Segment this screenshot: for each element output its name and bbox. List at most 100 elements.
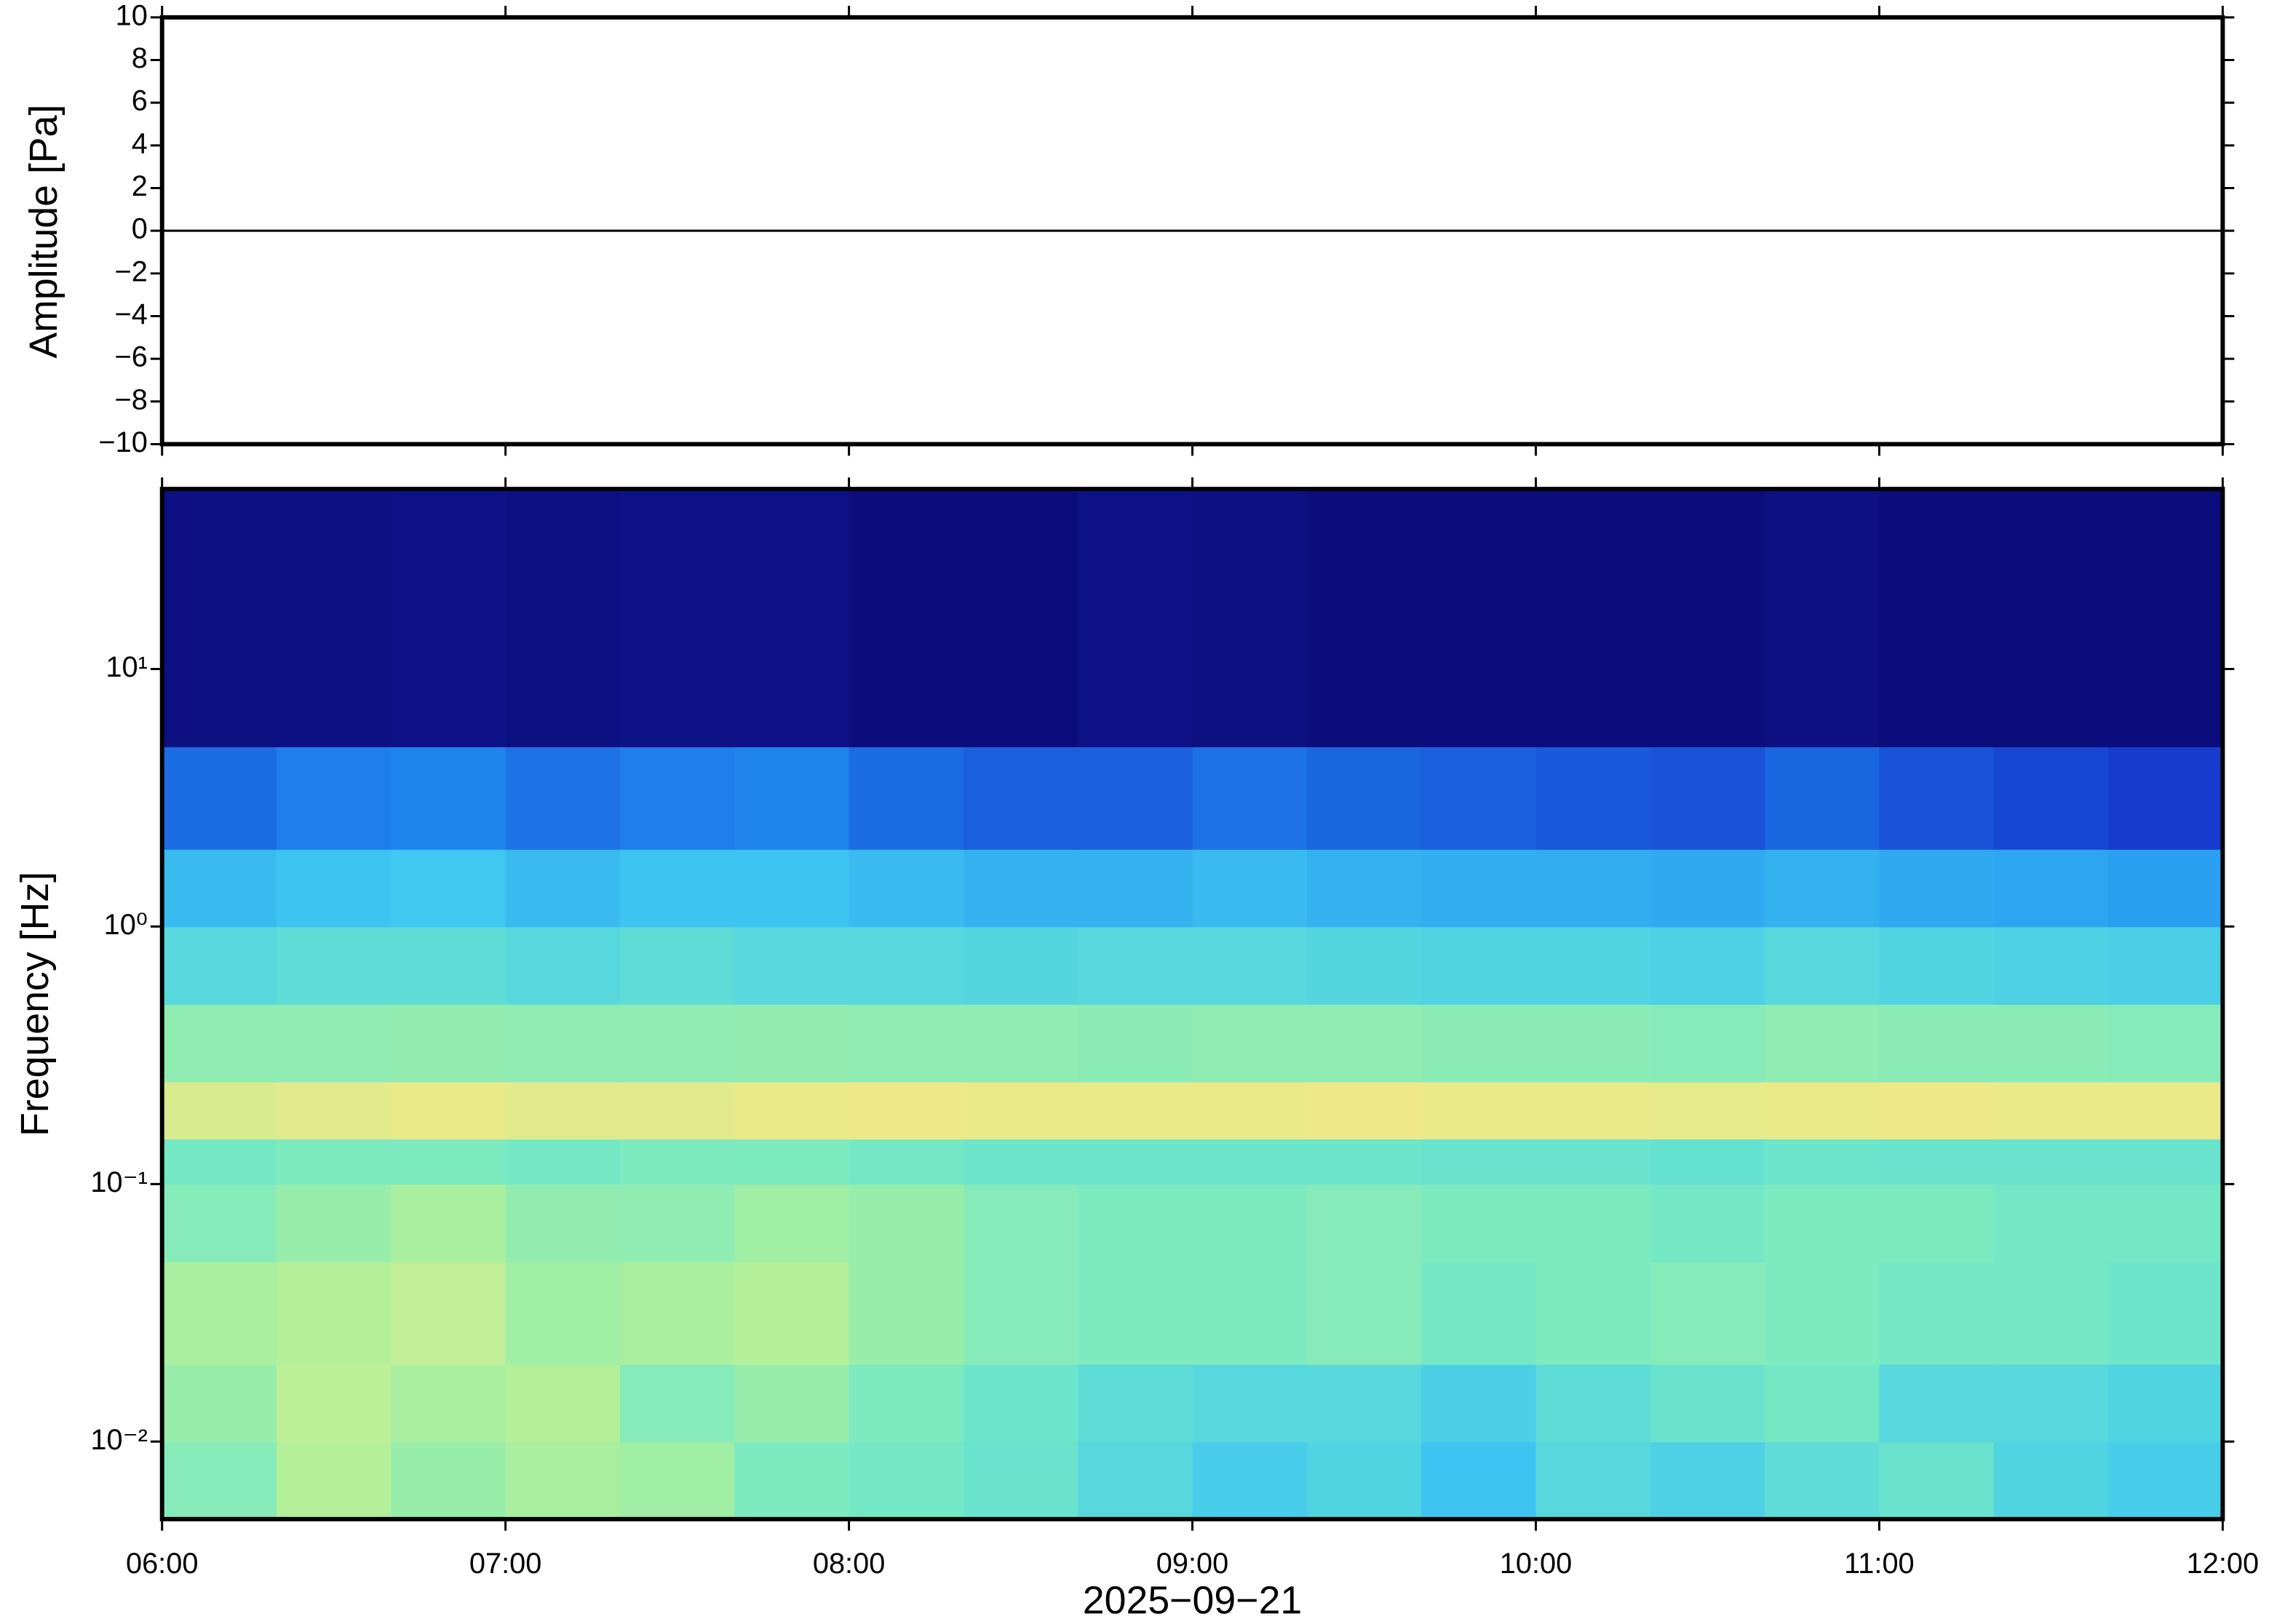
spectrogram-cell: [1535, 1003, 1651, 1083]
y-tick-label: 10: [116, 0, 148, 31]
spectrogram-cell: [1306, 489, 1423, 748]
spectrogram-cell: [1535, 1081, 1651, 1140]
spectrogram-cell: [1535, 747, 1651, 850]
spectrogram-cell: [1306, 926, 1423, 1005]
y-tick-label: −4: [114, 298, 147, 330]
spectrogram-cell: [162, 1139, 278, 1185]
spectrogram-cell: [963, 1441, 1079, 1520]
spectrogram-cell: [391, 489, 506, 748]
spectrogram-cell: [1421, 1139, 1537, 1185]
spectrogram-cell: [849, 1003, 964, 1083]
spectrogram-cell: [1993, 1261, 2110, 1365]
spectrogram-cell: [162, 1364, 278, 1443]
spectrogram-cell: [963, 1184, 1079, 1262]
spectrogram-cell: [1306, 1261, 1423, 1365]
spectrogram-cell: [1765, 848, 1880, 928]
spectrogram-cell: [1078, 1364, 1193, 1443]
spectrogram-cell: [963, 1003, 1079, 1083]
spectrogram-cell: [391, 747, 506, 850]
spectrogram-cell: [849, 1364, 964, 1443]
plot-frame: [159, 15, 2225, 447]
spectrogram-cell: [162, 489, 278, 748]
y-tick-label: 4: [132, 127, 148, 159]
spectrogram-cell: [1078, 1261, 1193, 1365]
spectrogram-cell: [1879, 848, 1995, 928]
spectrogram-cell: [1078, 1139, 1193, 1185]
spectrogram-cell: [1993, 1184, 2110, 1262]
spectrogram-cell: [619, 747, 736, 850]
spectrogram-cell: [277, 926, 392, 1005]
spectrogram-cell: [277, 1261, 392, 1365]
spectrogram-cell: [505, 1003, 621, 1083]
spectrogram-cell: [505, 1139, 621, 1185]
spectrogram-cell: [1421, 1003, 1537, 1083]
spectrogram-cell: [963, 1364, 1079, 1443]
spectrogram-cell: [849, 848, 964, 928]
spectrogram-cell: [1535, 926, 1651, 1005]
spectrogram-cell: [162, 1081, 278, 1140]
spectrogram-cell: [1078, 1184, 1193, 1262]
spectrogram-cell: [1306, 1081, 1423, 1140]
spectrogram-cell: [1192, 1364, 1308, 1443]
spectrogram-cell: [963, 848, 1079, 928]
spectrogram-cell: [1879, 747, 1995, 850]
y-tick-label: −10: [98, 426, 147, 458]
y-tick-label: −2: [114, 255, 147, 287]
spectrogram-cell: [1192, 848, 1308, 928]
spectrogram-cell: [734, 747, 850, 850]
spectrogram-cell: [734, 489, 850, 748]
spectrogram-cell: [1306, 848, 1423, 928]
y-tick-label: 0: [132, 213, 148, 245]
spectrogram-cell: [1535, 489, 1651, 748]
spectrogram-cell: [1765, 747, 1880, 850]
spectrogram-cell: [1421, 926, 1537, 1005]
spectrogram-cell: [619, 1364, 736, 1443]
spectrogram-cell: [1879, 1003, 1995, 1083]
spectrogram-cell: [505, 1364, 621, 1443]
spectrogram-cell: [963, 1081, 1079, 1140]
spectrogram-cell: [1192, 747, 1308, 850]
spectrogram-cell: [734, 1139, 850, 1185]
spectrogram-cell: [505, 926, 621, 1005]
spectrogram-cell: [1306, 1441, 1423, 1520]
spectrogram-cell: [2108, 1364, 2224, 1443]
spectrogram-cell: [1765, 1364, 1880, 1443]
spectrogram-cell: [619, 848, 736, 928]
spectrogram-cell: [734, 926, 850, 1005]
spectrogram-cell: [277, 1139, 392, 1185]
spectrogram-cell: [619, 1003, 736, 1083]
spectrogram-cell: [1535, 1261, 1651, 1365]
plot-frame: [159, 487, 2225, 1521]
spectrogram-cell: [734, 848, 850, 928]
spectrogram-cell: [2108, 489, 2224, 748]
spectrogram-cell: [734, 1364, 850, 1443]
y-tick-label: 10¹: [106, 651, 147, 683]
spectrogram-cell: [1879, 1184, 1995, 1262]
spectrogram-cell: [1078, 489, 1193, 748]
spectrogram-cell: [391, 1441, 506, 1520]
spectrogram-cell: [1306, 1364, 1423, 1443]
spectrogram-cell: [1192, 489, 1308, 748]
spectrogram-cell: [391, 926, 506, 1005]
spectrogram-cell: [1765, 926, 1880, 1005]
x-tick-label: 10:00: [1500, 1548, 1572, 1580]
spectrogram-cell: [1535, 1364, 1651, 1443]
spectrogram-cell: [1650, 1261, 1766, 1365]
y-axis-label: Amplitude [Pa]: [22, 105, 65, 359]
spectrogram-cell: [1993, 1081, 2110, 1140]
spectrogram-cell: [1993, 848, 2110, 928]
spectrogram-cell: [619, 1261, 736, 1365]
spectrogram-cell: [2108, 1081, 2224, 1140]
spectrogram-cell: [1765, 1003, 1880, 1083]
spectrogram-cell: [391, 1003, 506, 1083]
spectrogram-cell: [1535, 1139, 1651, 1185]
spectrogram-cell: [1306, 1139, 1423, 1185]
spectrogram-cell: [849, 1081, 964, 1140]
spectrogram-cell: [2108, 1139, 2224, 1185]
spectrogram-cell: [162, 848, 278, 928]
spectrogram-cell: [1421, 848, 1537, 928]
spectrogram-cell: [1192, 1139, 1308, 1185]
spectrogram-cell: [619, 926, 736, 1005]
spectrogram-cell: [1993, 1364, 2110, 1443]
